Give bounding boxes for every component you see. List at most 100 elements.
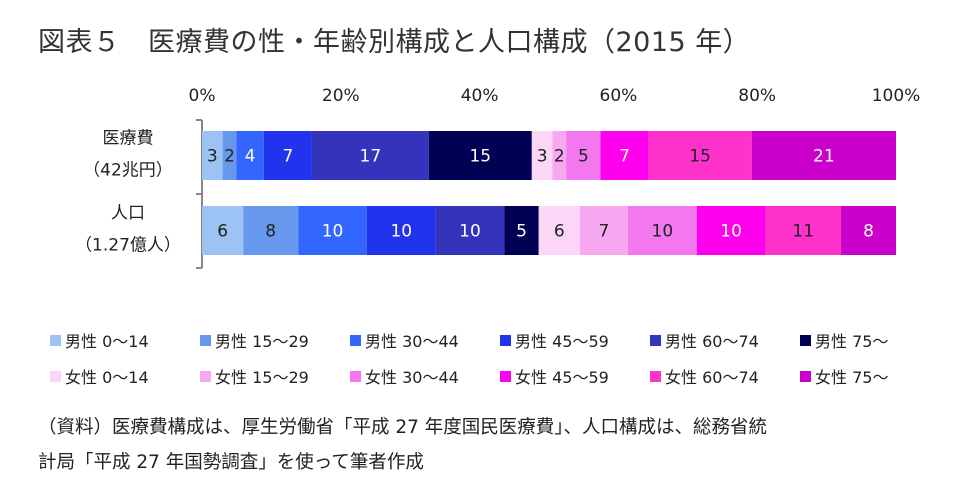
legend-label: 女性 45～59 — [515, 368, 609, 387]
bar-data-label: 21 — [813, 147, 835, 167]
category-label: 医療費 — [103, 129, 154, 149]
bar-data-label: 6 — [217, 222, 228, 242]
bar-data-label: 4 — [245, 147, 256, 167]
bar-data-label: 15 — [689, 147, 711, 167]
bar-data-label: 3 — [207, 147, 218, 167]
legend-swatch — [500, 370, 511, 382]
legend-swatch — [50, 370, 61, 382]
bar-data-label: 2 — [224, 147, 235, 167]
bar-data-label: 8 — [265, 222, 276, 242]
bar-segment — [435, 206, 505, 255]
bar-data-label: 5 — [578, 147, 589, 167]
bar-data-label: 10 — [322, 222, 344, 242]
bar-data-label: 8 — [863, 222, 874, 242]
bar-segment — [311, 131, 429, 180]
legend-item: 女性 60～74 — [650, 364, 800, 388]
legend-label: 男性 30～44 — [365, 332, 459, 351]
legend-label: 女性 30～44 — [365, 368, 459, 387]
legend-item: 男性 15～29 — [200, 328, 350, 352]
bar-data-label: 7 — [619, 147, 630, 167]
bar-segment — [751, 131, 896, 180]
legend-label: 女性 0～14 — [65, 368, 149, 387]
legend-swatch — [650, 370, 661, 382]
legend-swatch — [800, 334, 811, 346]
legend-label: 男性 0～14 — [65, 332, 149, 351]
bar-segment — [696, 206, 766, 255]
bar-data-label: 10 — [652, 222, 674, 242]
page-title: 図表５ 医療費の性・年齢別構成と人口構成（2015 年） — [38, 27, 751, 58]
bar-segment — [765, 206, 842, 255]
source-line-2: 計局「平成 27 年国勢調査」を使って筆者作成 — [38, 452, 424, 473]
bar-segment — [366, 206, 436, 255]
legend-swatch — [350, 370, 361, 382]
bar-data-label: 7 — [599, 222, 610, 242]
legend-item: 男性 75～ — [800, 328, 950, 352]
bar-segment — [566, 131, 601, 180]
legend-swatch — [650, 334, 661, 346]
legend-item: 男性 60～74 — [650, 328, 800, 352]
legend-label: 男性 60～74 — [665, 332, 759, 351]
bar-segment — [648, 131, 752, 180]
bar-segment — [504, 206, 539, 255]
legend-item: 女性 0～14 — [50, 364, 200, 388]
x-tick-label: 40% — [461, 86, 499, 106]
bar-segment — [263, 131, 312, 180]
x-tick-label: 60% — [600, 86, 638, 106]
bar-data-label: 15 — [469, 147, 491, 167]
bar-data-label: 6 — [554, 222, 565, 242]
bar-segment — [579, 206, 629, 255]
category-label: 人口 — [111, 204, 145, 224]
legend-item: 男性 0～14 — [50, 328, 200, 352]
x-tick-label: 100% — [872, 86, 921, 106]
bar-data-label: 2 — [554, 147, 565, 167]
bar-segment — [531, 131, 553, 180]
bar-data-label: 10 — [390, 222, 412, 242]
legend-swatch — [800, 370, 811, 382]
legend-label: 女性 15～29 — [215, 368, 309, 387]
bar-segment — [428, 131, 532, 180]
category-sublabel: （1.27億人） — [75, 236, 181, 256]
legend-item: 女性 15～29 — [200, 364, 350, 388]
bar-data-label: 5 — [516, 222, 527, 242]
legend-label: 男性 45～59 — [515, 332, 609, 351]
legend-item: 女性 75～ — [800, 364, 950, 388]
bar-segment — [628, 206, 697, 255]
bar-data-label: 10 — [720, 222, 742, 242]
legend-label: 女性 60～74 — [665, 368, 759, 387]
bar-segment — [202, 131, 223, 180]
legend-label: 男性 15～29 — [215, 332, 309, 351]
source-line-1: （資料）医療費構成は、厚生労働省「平成 27 年度国民医療費」、人口構成は、総務… — [38, 417, 768, 438]
legend-swatch — [200, 334, 211, 346]
category-sublabel: （42兆円） — [83, 161, 173, 181]
legend-item: 女性 30～44 — [350, 364, 500, 388]
legend-label: 男性 75～ — [815, 332, 889, 351]
legend-swatch — [200, 370, 211, 382]
legend-swatch — [50, 334, 61, 346]
legend-swatch — [500, 334, 511, 346]
bar-data-label: 11 — [792, 222, 814, 242]
bar-segment — [552, 131, 567, 180]
bar-data-label: 3 — [537, 147, 548, 167]
bar-data-label: 7 — [282, 147, 293, 167]
bar-data-label: 10 — [459, 222, 481, 242]
legend-item: 女性 45～59 — [500, 364, 650, 388]
bar-segment — [538, 206, 580, 255]
bar-segment — [236, 131, 264, 180]
chart-legend: 男性 0～14 男性 15～29 男性 30～44 男性 45～59 男性 60～74 男… — [50, 328, 950, 388]
x-tick-label: 0% — [189, 86, 216, 106]
bar-segment — [841, 206, 896, 255]
legend-item: 男性 45～59 — [500, 328, 650, 352]
legend-swatch — [350, 334, 361, 346]
bar-segment — [222, 131, 237, 180]
bar-segment — [298, 206, 367, 255]
legend-item: 男性 30～44 — [350, 328, 500, 352]
bar-segment — [600, 131, 649, 180]
bar-segment — [243, 206, 299, 255]
legend-label: 女性 75～ — [815, 368, 889, 387]
x-tick-label: 20% — [322, 86, 360, 106]
x-tick-label: 80% — [738, 86, 776, 106]
bar-segment — [202, 206, 244, 255]
bar-data-label: 17 — [360, 147, 382, 167]
source-note: （資料）医療費構成は、厚生労働省「平成 27 年度国民医療費」、人口構成は、総務… — [38, 410, 958, 480]
